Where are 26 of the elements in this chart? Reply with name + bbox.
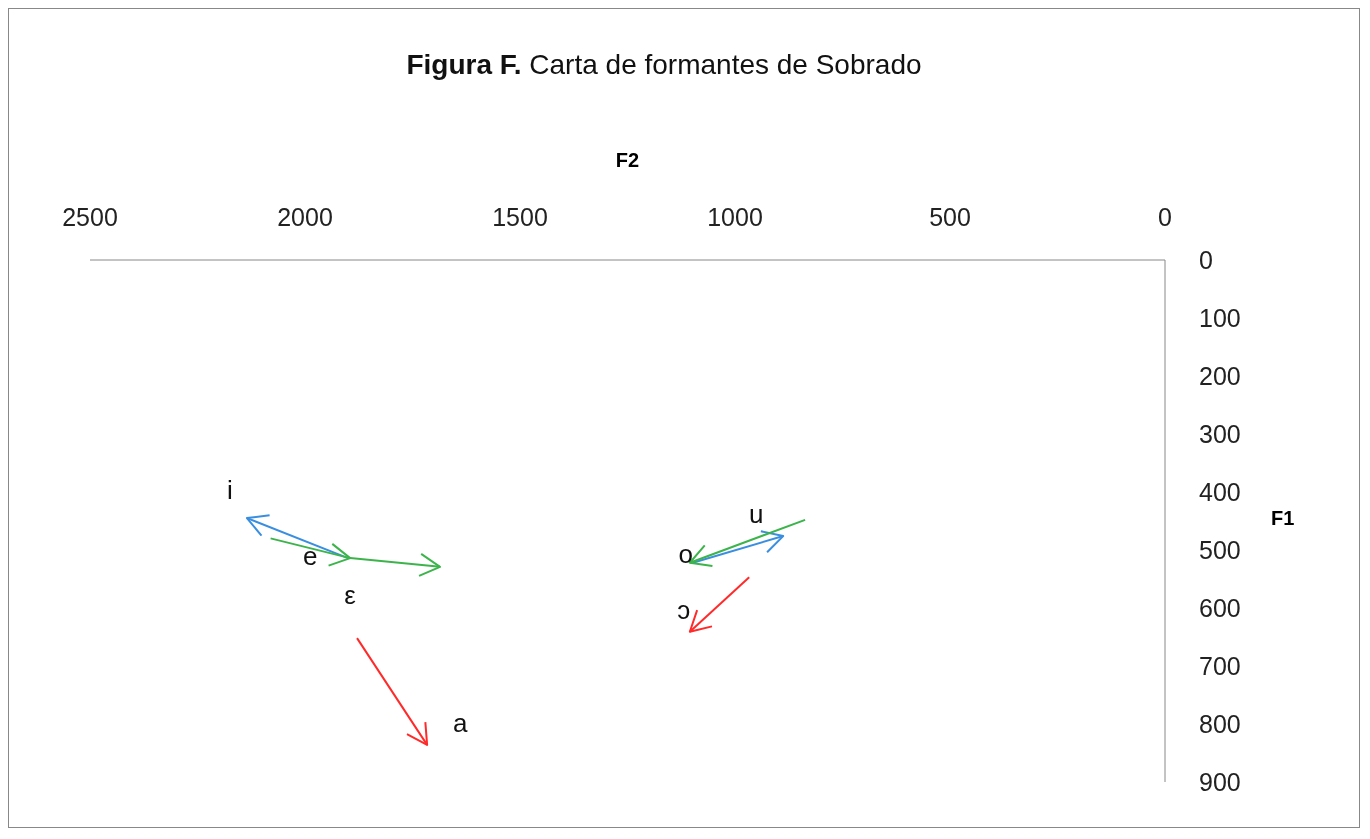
y-tick-label: 700 [1199,651,1241,680]
annotation: a [452,707,468,738]
x-tick-label: 1000 [707,203,763,231]
annotation: ε [344,580,357,611]
y-tick-label: 600 [1199,593,1241,622]
y-tick-label: 900 [1199,767,1241,796]
y-tick-label: 800 [1199,709,1241,738]
x-tick-label: 2500 [62,203,118,231]
x-tick-label: 2000 [277,203,333,231]
y-tick-label: 500 [1199,535,1241,564]
y-tick-label: 400 [1199,477,1241,506]
annotation: o [678,538,694,569]
y-tick-label: 0 [1199,245,1213,274]
x-tick-label: 500 [929,203,971,231]
y-axis-title: F1 [1271,507,1295,530]
y-tick-label: 300 [1199,419,1241,448]
annotation: i [227,474,233,505]
chart-title: Figura F. Carta de formantes de Sobrado [406,49,922,80]
x-tick-label: 1500 [492,203,548,231]
y-tick-label: 200 [1199,361,1241,390]
annotation: e [302,540,318,571]
x-axis-title: F2 [614,149,641,172]
y-tick-label: 100 [1199,303,1241,332]
annotation: u [748,498,764,529]
x-tick-label: 0 [1158,203,1172,231]
annotation: ɔ [677,594,691,625]
